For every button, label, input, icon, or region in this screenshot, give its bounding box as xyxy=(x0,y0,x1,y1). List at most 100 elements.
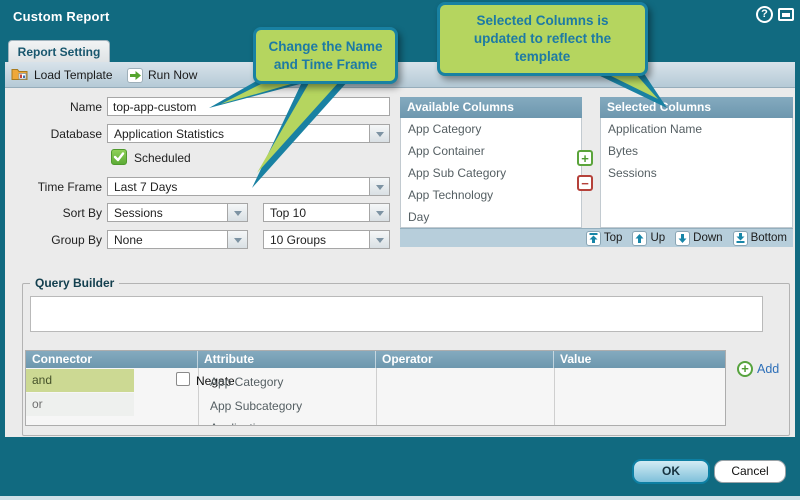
connector-option-or[interactable]: or xyxy=(26,393,134,416)
move-up-button[interactable]: Up xyxy=(632,230,666,246)
available-columns-list: App Category App Container App Sub Categ… xyxy=(400,118,582,228)
query-builder-fieldset xyxy=(22,283,790,436)
move-down-button[interactable]: Down xyxy=(675,230,723,246)
attribute-option[interactable]: App Category xyxy=(210,375,284,389)
column-header-attribute: Attribute xyxy=(198,351,376,368)
negate-checkbox[interactable] xyxy=(176,372,190,386)
footer-edge xyxy=(0,496,800,500)
list-item[interactable]: App Sub Category xyxy=(408,166,507,180)
dialog-title: Custom Report xyxy=(13,9,110,24)
group-count-dropdown[interactable]: 10 Groups xyxy=(263,230,390,249)
query-table: Connector Attribute Operator Value and o… xyxy=(25,350,726,426)
database-label: Database xyxy=(50,127,102,141)
query-builder-textarea[interactable] xyxy=(30,296,763,332)
time-frame-dropdown[interactable]: Last 7 Days xyxy=(107,177,390,196)
group-by-dropdown[interactable]: None xyxy=(107,230,248,249)
name-label: Name xyxy=(69,100,102,114)
selected-columns-header: Selected Columns xyxy=(600,97,793,118)
column-divider xyxy=(554,368,555,425)
name-input-wrap xyxy=(107,97,390,116)
load-template-label: Load Template xyxy=(34,68,113,82)
help-icon[interactable]: ? xyxy=(756,6,773,23)
database-dropdown[interactable]: Application Statistics xyxy=(107,124,390,143)
arrow-up-icon xyxy=(632,230,648,246)
list-item[interactable]: Bytes xyxy=(608,144,639,158)
add-plus-icon: + xyxy=(737,361,753,377)
move-bottom-label: Bottom xyxy=(750,232,787,244)
callout-line: updated to reflect the xyxy=(473,31,612,46)
run-now-label: Run Now xyxy=(148,68,198,82)
scheduled-label: Scheduled xyxy=(134,151,191,165)
available-columns-header: Available Columns xyxy=(400,97,582,118)
time-frame-value: Last 7 Days xyxy=(114,180,178,194)
group-by-value: None xyxy=(114,233,143,247)
tab-report-setting[interactable]: Report Setting xyxy=(8,40,110,62)
chevron-down-icon[interactable] xyxy=(369,125,389,142)
column-header-value: Value xyxy=(560,352,592,366)
group-by-label: Group By xyxy=(51,233,102,247)
move-up-label: Up xyxy=(650,232,666,244)
window-icon[interactable] xyxy=(778,8,794,21)
arrow-top-icon xyxy=(585,230,601,246)
cancel-button[interactable]: Cancel xyxy=(714,460,786,483)
move-top-label: Top xyxy=(603,232,623,244)
chevron-down-icon[interactable] xyxy=(227,231,247,248)
negate-label: Negate xyxy=(196,374,235,388)
add-label: Add xyxy=(757,362,780,376)
query-table-body: and or Negate App Category App Subcatego… xyxy=(26,368,725,425)
list-item[interactable]: Day xyxy=(408,210,430,224)
attribute-option[interactable]: Application xyxy=(204,417,374,425)
name-input[interactable] xyxy=(108,98,389,115)
green-arrow-icon xyxy=(127,67,143,83)
chevron-down-icon[interactable] xyxy=(369,231,389,248)
load-template-button[interactable]: Load Template xyxy=(11,62,113,88)
chevron-down-icon[interactable] xyxy=(369,178,389,195)
folder-icon xyxy=(11,67,29,84)
callout-line: Change the Name xyxy=(268,38,383,54)
callout-line: and Time Frame xyxy=(273,56,378,72)
list-item[interactable]: Application Name xyxy=(608,122,703,136)
move-bottom-button[interactable]: Bottom xyxy=(732,230,787,246)
chevron-down-icon[interactable] xyxy=(227,204,247,221)
chevron-down-icon[interactable] xyxy=(369,204,389,221)
plus-icon[interactable]: + xyxy=(577,150,593,166)
list-item[interactable]: App Container xyxy=(408,144,485,158)
column-divider xyxy=(376,368,377,425)
time-frame-label: Time Frame xyxy=(37,180,102,194)
sort-by-dropdown[interactable]: Sessions xyxy=(107,203,248,222)
minus-icon[interactable]: − xyxy=(577,175,593,191)
column-divider xyxy=(198,368,199,425)
column-header-operator: Operator xyxy=(376,351,554,368)
ok-button[interactable]: OK xyxy=(632,459,710,484)
connector-option-and[interactable]: and xyxy=(26,369,134,392)
callout-name-timeframe: Change the Name and Time Frame xyxy=(253,27,398,84)
callout-selected-columns: Selected Columns is updated to reflect t… xyxy=(437,2,648,76)
move-down-label: Down xyxy=(693,232,723,244)
window-icon-bar xyxy=(782,13,790,17)
callout-line: Selected Columns is xyxy=(476,13,609,28)
database-value: Application Statistics xyxy=(114,127,225,141)
reorder-bar: Top Up Down Bottom xyxy=(400,228,793,247)
sort-by-value: Sessions xyxy=(114,206,163,220)
add-condition-button[interactable]: + Add xyxy=(737,361,779,377)
query-builder-legend: Query Builder xyxy=(30,276,120,290)
callout-line: template xyxy=(514,49,571,64)
arrow-down-icon xyxy=(675,230,691,246)
toolbar: Load Template Run Now xyxy=(5,62,795,88)
run-now-button[interactable]: Run Now xyxy=(127,62,197,88)
sort-limit-value: Top 10 xyxy=(270,206,307,220)
list-item[interactable]: Sessions xyxy=(608,166,657,180)
attribute-option[interactable]: App Subcategory xyxy=(210,399,303,413)
sort-by-label: Sort By xyxy=(62,206,102,220)
list-item[interactable]: App Technology xyxy=(408,188,494,202)
column-header-connector: Connector xyxy=(26,351,198,368)
selected-columns-list: Application Name Bytes Sessions xyxy=(600,118,793,228)
scheduled-checkbox[interactable] xyxy=(111,149,127,165)
title-bar: Custom Report ? xyxy=(0,0,800,40)
query-table-header: Connector Attribute Operator Value xyxy=(26,351,725,368)
list-item[interactable]: App Category xyxy=(408,122,482,136)
sort-limit-dropdown[interactable]: Top 10 xyxy=(263,203,390,222)
arrow-bottom-icon xyxy=(732,230,748,246)
move-top-button[interactable]: Top xyxy=(585,230,623,246)
